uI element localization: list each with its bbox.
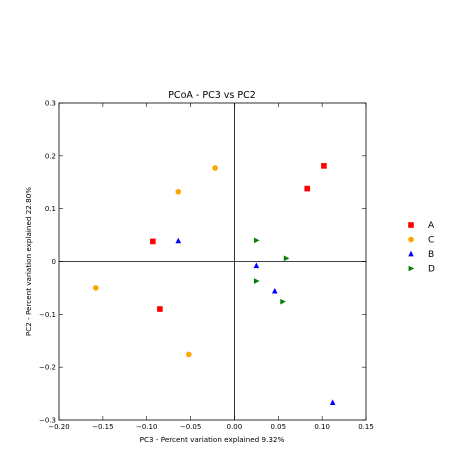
legend-label: D bbox=[428, 265, 435, 275]
x-tick-label: −0.15 bbox=[92, 423, 113, 431]
data-point-d bbox=[283, 255, 290, 262]
y-tick-label: 0 bbox=[52, 258, 56, 266]
x-tick-label: −0.05 bbox=[180, 423, 201, 431]
y-tick-label: 0.1 bbox=[45, 205, 56, 213]
data-point-b bbox=[271, 287, 278, 294]
data-point-d bbox=[253, 237, 260, 244]
data-point-a bbox=[321, 163, 327, 169]
y-tick-label: 0.2 bbox=[45, 152, 56, 160]
y-tick-label: −0.1 bbox=[39, 311, 56, 319]
y-tick-label: −0.2 bbox=[39, 364, 56, 372]
legend-marker-c bbox=[408, 236, 414, 243]
legend-marker-a bbox=[408, 222, 414, 228]
x-tick-label: 0.05 bbox=[270, 423, 286, 431]
x-tick-label: 0.10 bbox=[314, 423, 330, 431]
data-point-d bbox=[253, 278, 260, 284]
data-point-c bbox=[212, 165, 218, 171]
data-points bbox=[93, 163, 336, 405]
legend-label: C bbox=[428, 236, 434, 246]
x-tick-label: −0.20 bbox=[48, 423, 69, 431]
data-point-d bbox=[280, 298, 286, 305]
legend-marker-b bbox=[408, 250, 414, 257]
y-axis-label: PC2 - Percent variation explained 22.80% bbox=[24, 187, 33, 336]
data-point-b bbox=[329, 399, 336, 405]
data-point-a bbox=[157, 306, 163, 312]
x-tick-label: −0.10 bbox=[136, 423, 157, 431]
data-point-b bbox=[175, 237, 182, 244]
data-point-c bbox=[186, 351, 192, 358]
data-point-a bbox=[150, 238, 156, 245]
x-tick-label: 0.15 bbox=[358, 423, 374, 431]
zero-lines bbox=[59, 103, 366, 420]
chart-title: PCoA - PC3 vs PC2 bbox=[168, 90, 256, 101]
y-tick-label: 0.3 bbox=[45, 100, 56, 108]
legend-marker-d bbox=[408, 265, 415, 272]
data-point-c bbox=[175, 188, 182, 195]
y-axis-ticks: 0.3 0.2 0.1 0 −0.1 −0.2 −0.3 bbox=[39, 100, 366, 425]
x-axis-label: PC3 - Percent variation explained 9.32% bbox=[140, 435, 285, 444]
data-point-a bbox=[304, 185, 311, 192]
x-axis-ticks: −0.20 −0.15 −0.10 −0.05 0.00 0.05 0.10 0.15 bbox=[48, 103, 374, 431]
data-point-c bbox=[93, 285, 99, 291]
data-point-b bbox=[253, 262, 260, 269]
x-tick-label: 0.00 bbox=[227, 423, 243, 431]
legend-label: A bbox=[428, 221, 435, 231]
y-tick-label: −0.3 bbox=[39, 417, 56, 425]
legend-label: B bbox=[428, 250, 434, 260]
